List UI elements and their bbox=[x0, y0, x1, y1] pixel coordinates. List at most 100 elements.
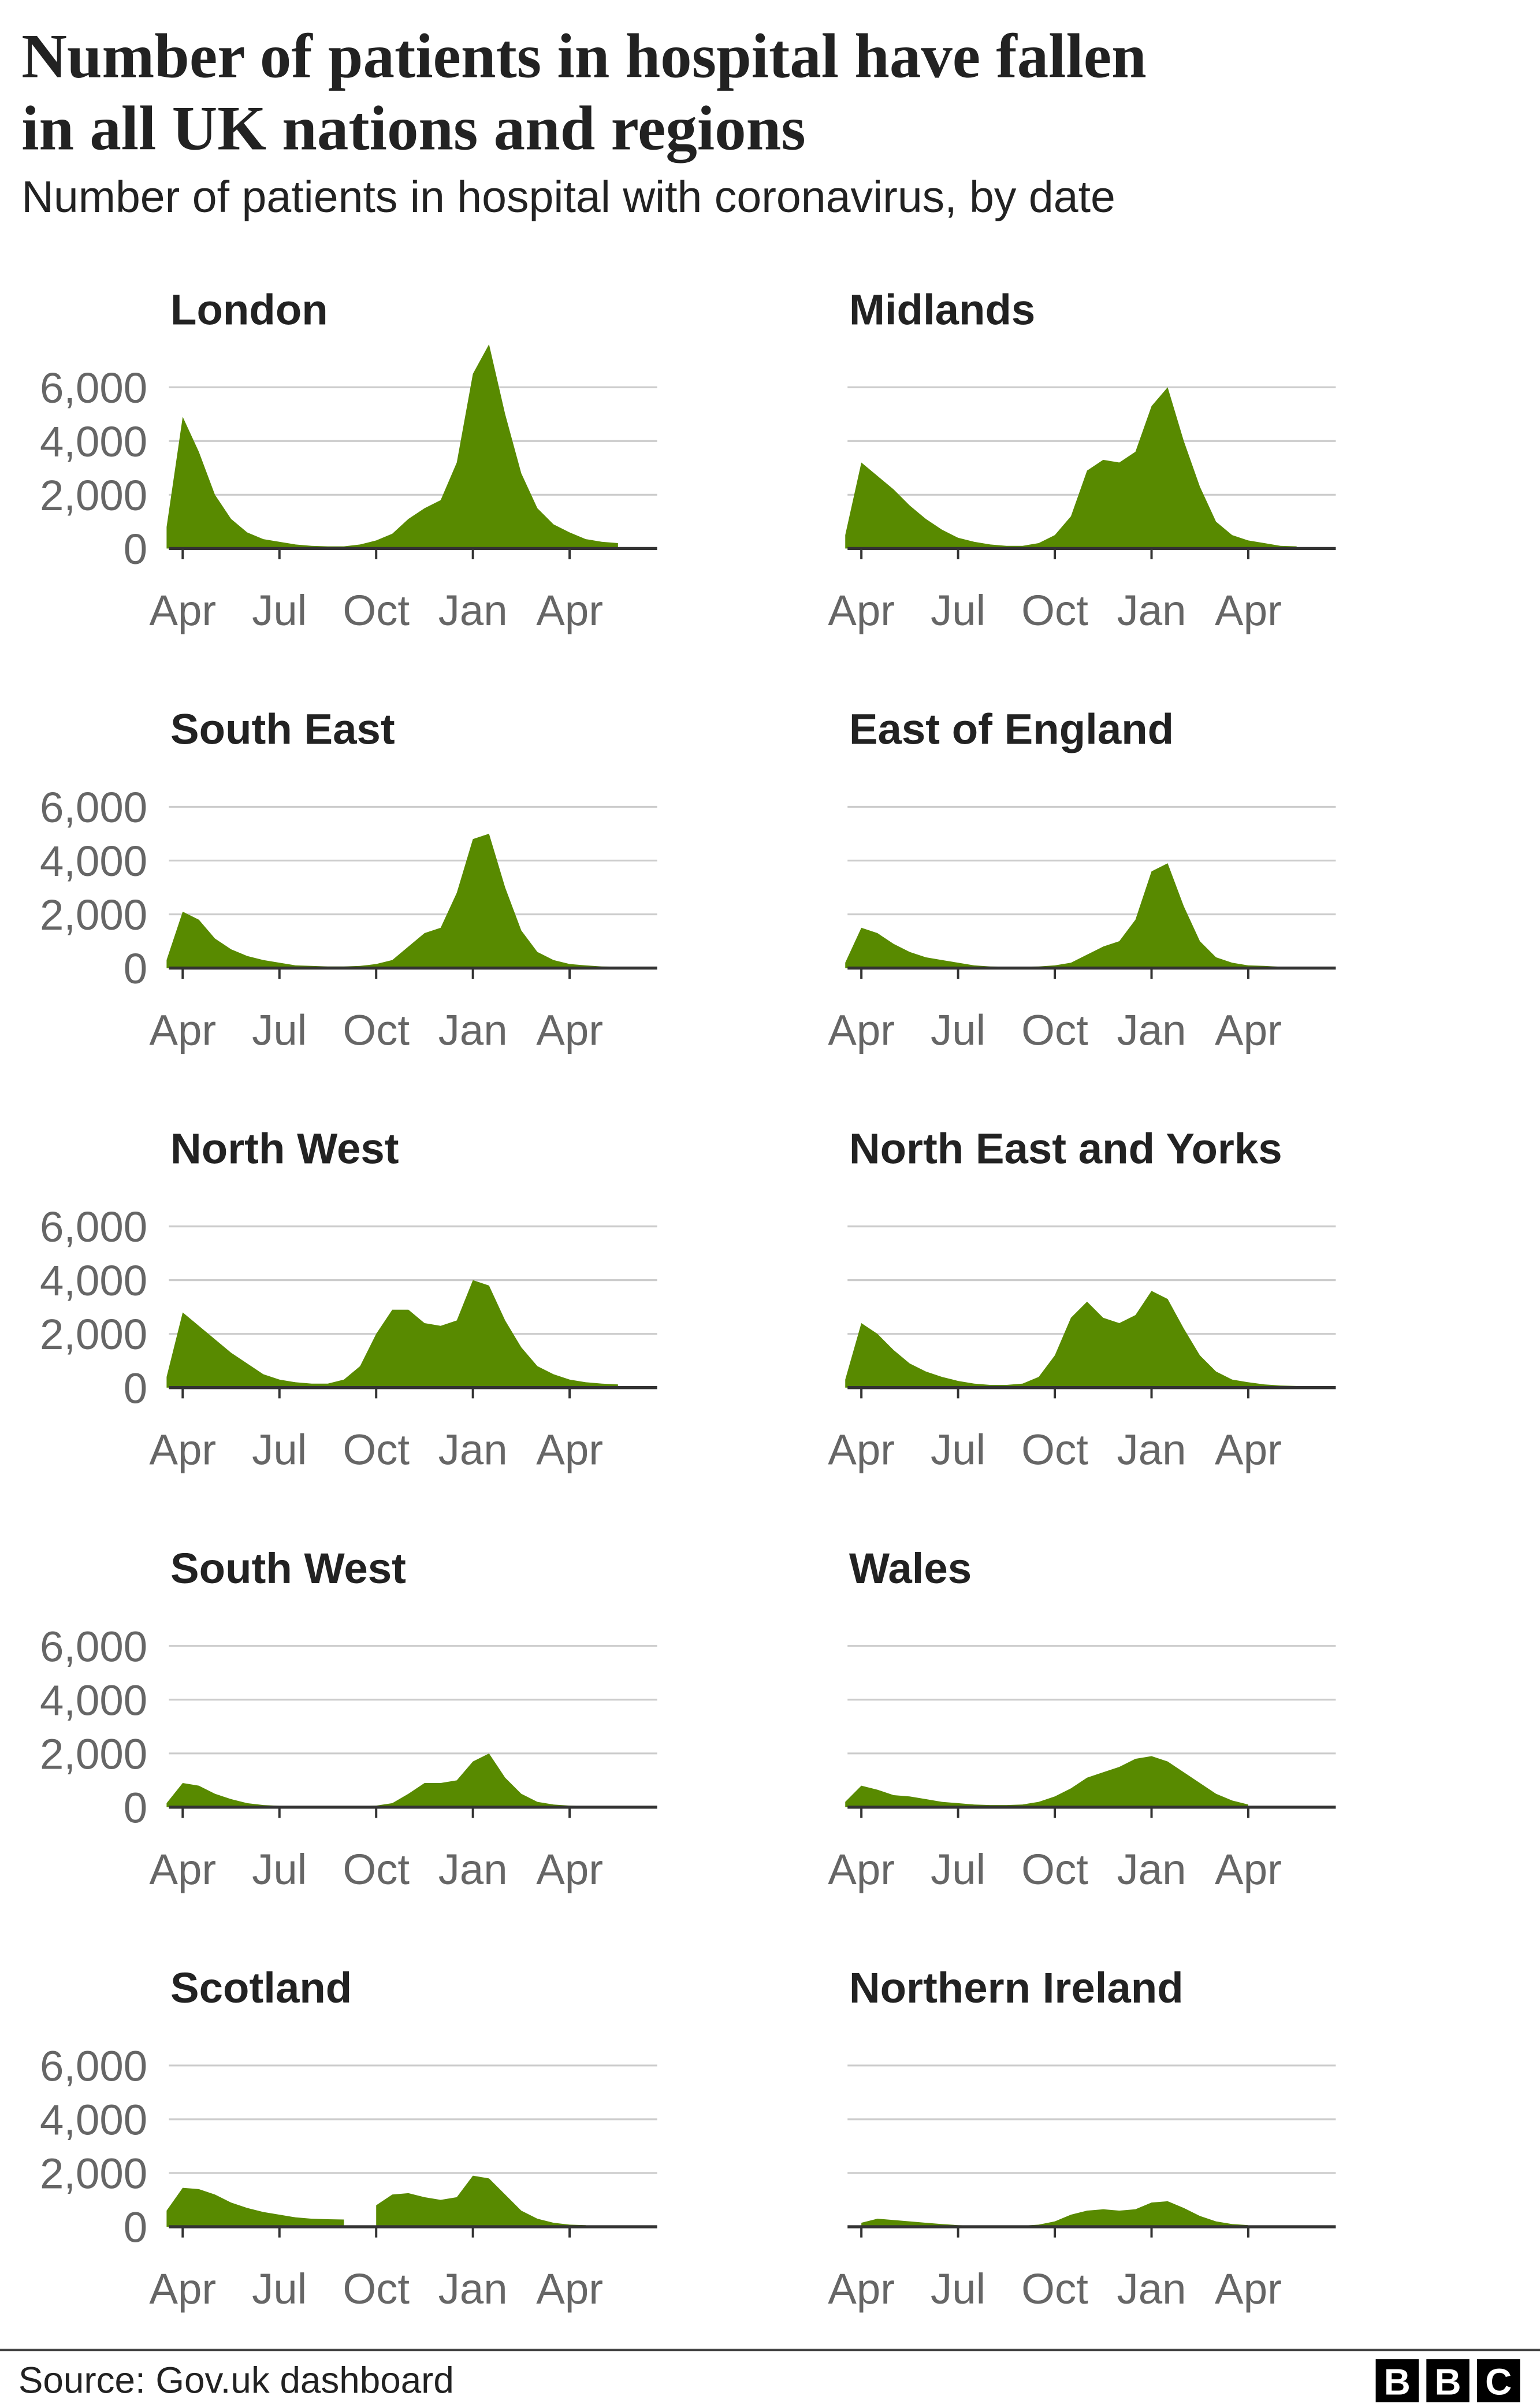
x-tick-label: Jan bbox=[438, 586, 508, 634]
area bbox=[166, 344, 618, 549]
x-tick-label: Jul bbox=[252, 1845, 307, 1893]
x-tick-label: Oct bbox=[343, 1426, 410, 1474]
x-tick-label: Jan bbox=[1117, 586, 1186, 634]
x-tick-label: Apr bbox=[1215, 1006, 1282, 1054]
y-tick-label: 6,000 bbox=[40, 1622, 147, 1670]
panel-title: South West bbox=[170, 1544, 406, 1592]
x-tick-label: Jul bbox=[931, 1845, 985, 1893]
x-tick-label: Jul bbox=[252, 586, 307, 634]
y-tick-label: 0 bbox=[124, 1364, 147, 1412]
x-tick-label: Apr bbox=[828, 1006, 895, 1054]
x-tick-label: Apr bbox=[828, 1426, 895, 1474]
logo-letter: B bbox=[1434, 2361, 1461, 2402]
x-tick-label: Apr bbox=[536, 586, 603, 634]
chart-subtitle: Number of patients in hospital with coro… bbox=[21, 172, 1115, 222]
panel: London 0 2,000 4,000 6,000 Apr Jul Oct Jan Apr bbox=[40, 285, 657, 634]
panel-title: Scotland bbox=[170, 1964, 352, 2012]
chart-title: in all UK nations and regions bbox=[21, 93, 805, 163]
x-tick-label: Jan bbox=[438, 1426, 508, 1474]
panel-title: North East and Yorks bbox=[849, 1125, 1282, 1173]
x-tick-label: Oct bbox=[1021, 2265, 1088, 2313]
x-tick-label: Jan bbox=[438, 1006, 508, 1054]
x-tick-label: Jan bbox=[438, 1845, 508, 1893]
x-tick-label: Jan bbox=[438, 2265, 508, 2313]
panel: North East and Yorks Apr Jul Oct Jan Apr bbox=[828, 1125, 1336, 1474]
x-tick-label: Apr bbox=[536, 1426, 603, 1474]
area bbox=[845, 1756, 1248, 1807]
x-tick-label: Apr bbox=[828, 586, 895, 634]
x-tick-label: Jan bbox=[1117, 1426, 1186, 1474]
panel-title: Wales bbox=[849, 1544, 972, 1592]
panel-title: Northern Ireland bbox=[849, 1964, 1184, 2012]
x-tick-label: Apr bbox=[1215, 586, 1282, 634]
logo-box bbox=[1375, 2359, 1419, 2402]
panel-title: London bbox=[170, 285, 328, 333]
x-tick-label: Apr bbox=[149, 2265, 216, 2313]
x-tick-label: Apr bbox=[536, 2265, 603, 2313]
y-tick-label: 4,000 bbox=[40, 1257, 147, 1305]
x-tick-label: Jul bbox=[252, 1426, 307, 1474]
x-tick-label: Apr bbox=[536, 1006, 603, 1054]
panel: South East 0 2,000 4,000 6,000 Apr Jul Oct Jan Ap… bbox=[40, 705, 657, 1054]
y-tick-label: 2,000 bbox=[40, 1730, 147, 1778]
x-tick-label: Oct bbox=[343, 586, 410, 634]
area bbox=[845, 1291, 1297, 1388]
x-tick-label: Jul bbox=[931, 1006, 985, 1054]
x-tick-label: Apr bbox=[149, 1426, 216, 1474]
panel-title: Midlands bbox=[849, 285, 1035, 333]
y-tick-label: 4,000 bbox=[40, 837, 147, 885]
x-tick-label: Apr bbox=[1215, 2265, 1282, 2313]
y-tick-label: 4,000 bbox=[40, 418, 147, 466]
x-tick-label: Apr bbox=[1215, 1845, 1282, 1893]
y-tick-label: 2,000 bbox=[40, 2150, 147, 2198]
panel: North West 0 2,000 4,000 6,000 Apr Jul Oct Jan Ap… bbox=[40, 1125, 657, 1474]
x-tick-label: Oct bbox=[343, 1845, 410, 1893]
x-tick-label: Apr bbox=[1215, 1426, 1282, 1474]
y-tick-label: 6,000 bbox=[40, 364, 147, 412]
x-tick-label: Apr bbox=[828, 2265, 895, 2313]
x-tick-label: Oct bbox=[1021, 1426, 1088, 1474]
area bbox=[166, 2175, 586, 2227]
area bbox=[166, 833, 618, 968]
chart-title: Number of patients in hospital have fall… bbox=[21, 21, 1146, 91]
x-tick-label: Oct bbox=[1021, 1845, 1088, 1893]
x-tick-label: Jul bbox=[931, 2265, 985, 2313]
y-tick-label: 2,000 bbox=[40, 1310, 147, 1358]
x-tick-label: Jan bbox=[1117, 1006, 1186, 1054]
y-tick-label: 2,000 bbox=[40, 891, 147, 939]
source: Source: Gov.uk dashboard bbox=[18, 2360, 454, 2401]
x-tick-label: Jul bbox=[252, 1006, 307, 1054]
area bbox=[861, 2201, 1248, 2227]
y-tick-label: 4,000 bbox=[40, 2096, 147, 2144]
panel-title: North West bbox=[170, 1125, 399, 1173]
y-tick-label: 6,000 bbox=[40, 2042, 147, 2090]
y-tick-label: 6,000 bbox=[40, 1203, 147, 1251]
panel: Northern Ireland Apr Jul Oct Jan Apr bbox=[828, 1964, 1336, 2313]
x-tick-label: Jul bbox=[931, 586, 985, 634]
y-tick-label: 2,000 bbox=[40, 471, 147, 519]
area bbox=[166, 1280, 618, 1388]
x-tick-label: Jan bbox=[1117, 1845, 1186, 1893]
panel: Midlands Apr Jul Oct Jan Apr bbox=[828, 285, 1336, 634]
panel: Wales Apr Jul Oct Jan Apr bbox=[828, 1544, 1336, 1893]
x-tick-label: Jul bbox=[252, 2265, 307, 2313]
logo-letter: C bbox=[1485, 2361, 1512, 2402]
panel: South West 0 2,000 4,000 6,000 Apr Jul Oct Jan Ap… bbox=[40, 1544, 657, 1893]
x-tick-label: Oct bbox=[343, 1006, 410, 1054]
logo-box bbox=[1426, 2359, 1470, 2402]
y-tick-label: 0 bbox=[124, 1784, 147, 1832]
y-tick-label: 0 bbox=[124, 945, 147, 993]
panel-title: East of England bbox=[849, 705, 1174, 753]
area bbox=[845, 863, 1297, 968]
y-tick-label: 6,000 bbox=[40, 783, 147, 831]
x-tick-label: Oct bbox=[1021, 1006, 1088, 1054]
panel: Scotland 0 2,000 4,000 6,000 Apr Jul Oct Jan Apr bbox=[40, 1964, 657, 2313]
x-tick-label: Apr bbox=[149, 586, 216, 634]
panel-title: South East bbox=[170, 705, 395, 753]
area bbox=[845, 387, 1297, 549]
logo-box bbox=[1477, 2359, 1520, 2402]
x-tick-label: Apr bbox=[149, 1845, 216, 1893]
panel: East of England Apr Jul Oct Jan Apr bbox=[828, 705, 1336, 1054]
